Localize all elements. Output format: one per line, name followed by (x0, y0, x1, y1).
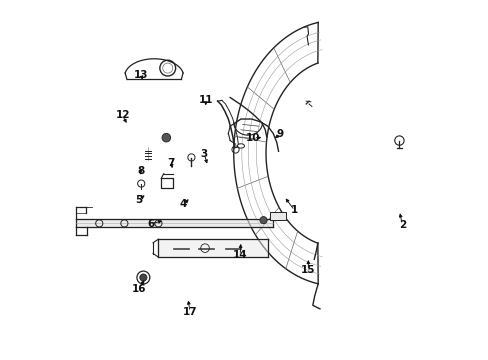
Text: 13: 13 (134, 70, 148, 80)
Text: 14: 14 (232, 250, 247, 260)
Text: 10: 10 (246, 133, 260, 143)
Text: 11: 11 (198, 95, 213, 105)
Circle shape (260, 217, 266, 224)
Text: 3: 3 (200, 149, 207, 159)
Text: 9: 9 (276, 129, 284, 139)
Text: 17: 17 (183, 307, 197, 317)
Text: 8: 8 (137, 166, 144, 176)
Text: 2: 2 (398, 220, 405, 230)
Circle shape (162, 134, 170, 142)
Text: 16: 16 (131, 284, 145, 294)
Circle shape (140, 274, 147, 281)
Text: 7: 7 (167, 158, 175, 168)
Text: 15: 15 (301, 265, 315, 275)
Text: 4: 4 (180, 199, 187, 210)
Bar (269, 212, 285, 220)
Text: 12: 12 (115, 111, 129, 121)
Text: 1: 1 (290, 206, 298, 216)
Text: 5: 5 (135, 195, 142, 205)
Ellipse shape (237, 144, 244, 148)
Text: 6: 6 (147, 219, 155, 229)
